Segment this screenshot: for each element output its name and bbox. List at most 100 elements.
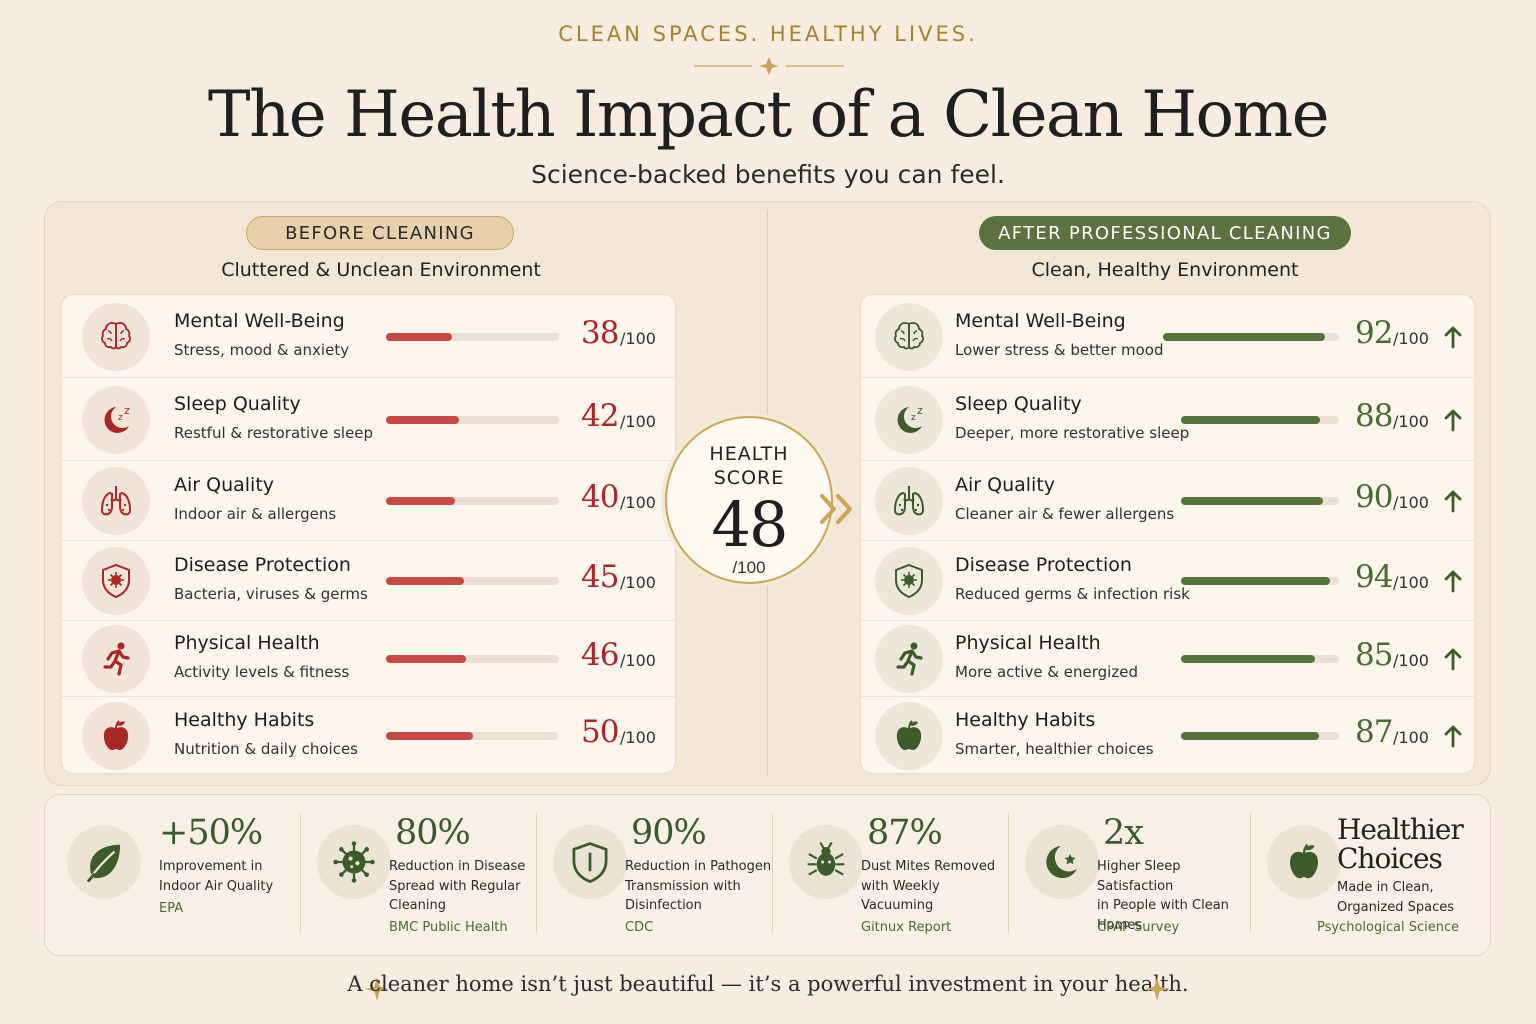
score-bar-track	[386, 497, 559, 505]
metric-title: Air Quality	[955, 474, 1056, 496]
kicker-text: CLEAN SPACES. HEALTHY LIVES.	[558, 22, 978, 46]
score-value: 40	[581, 479, 619, 515]
metric-row: Disease Protection Bacteria, viruses & ge…	[62, 541, 675, 621]
score-value: 42	[581, 397, 619, 434]
stat-separator	[300, 813, 301, 933]
score-bar-fill	[386, 415, 459, 424]
apple-icon	[875, 702, 943, 770]
health-score-label: HEALTH SCORE	[709, 443, 789, 489]
metric-row: Physical Health Activity levels & fitness…	[62, 621, 675, 697]
stat-value: 2x	[1103, 813, 1144, 853]
after-environment-label: Clean, Healthy Environment	[1031, 259, 1299, 281]
moon-star-icon	[1025, 825, 1099, 899]
score-bar-fill	[386, 497, 456, 505]
stat-description-line: Improvement in	[159, 859, 263, 874]
stat-description: Improvement in Indoor Air Quality	[159, 857, 273, 896]
page-title: The Health Impact of a Clean Home	[207, 78, 1330, 152]
sparkle-icon	[1145, 977, 1169, 1001]
score-bar-track	[1181, 415, 1339, 424]
metric-row: Physical Health More active & energized 85…	[861, 621, 1474, 697]
stats-strip: +50% Improvement in Indoor Air Quality EPA 8…	[44, 794, 1491, 956]
metric-subtitle: Indoor air & allergens	[174, 505, 337, 523]
score-bar-fill	[1181, 497, 1324, 505]
stat-description-line: Homes	[1097, 917, 1143, 933]
metric-title: Physical Health	[174, 632, 320, 654]
score-denominator: /100	[1393, 493, 1429, 512]
before-metrics-card: Mental Well-Being Stress, mood & anxiety 3…	[61, 294, 676, 774]
health-score-denominator: /100	[732, 558, 766, 577]
arrow-up-icon	[1444, 409, 1462, 431]
stat-description-line: Dust Mites Removed	[861, 859, 996, 874]
score-denominator: /100	[620, 493, 656, 512]
runner-icon	[82, 625, 150, 693]
metric-title: Healthy Habits	[955, 709, 1096, 731]
score-denominator: /100	[1393, 328, 1429, 348]
score-bar-fill	[1181, 415, 1320, 424]
dust-mite-icon	[789, 825, 863, 899]
stat-description: Dust Mites Removed with Weekly Vacuuming	[861, 857, 995, 916]
score-value: 38	[581, 314, 619, 351]
score-value: 46	[581, 637, 619, 673]
metric-title: Sleep Quality	[955, 392, 1082, 415]
brain-icon	[82, 302, 150, 371]
stat-value: +50%	[159, 813, 263, 853]
svg-text:z: z	[118, 413, 123, 423]
stat-value-line: Healthier	[1337, 813, 1464, 846]
score-bar-track	[386, 577, 559, 585]
stat-description-line: Made in Clean,	[1337, 880, 1434, 895]
after-metrics-card: Mental Well-Being Lower stress & better m…	[860, 294, 1475, 774]
stat-description-line: Spread with Regular	[389, 878, 521, 894]
apple-icon	[82, 702, 150, 770]
stat-separator	[772, 813, 773, 933]
arrow-up-icon	[1444, 570, 1462, 593]
svg-text:z: z	[124, 404, 130, 417]
score-value: 94	[1355, 559, 1393, 595]
score-denominator: /100	[620, 573, 656, 592]
stat-description-line: Vacuuming	[861, 898, 934, 913]
svg-text:z: z	[911, 413, 916, 423]
score-denominator: /100	[620, 411, 656, 431]
score-value: 45	[581, 559, 619, 595]
score-bar-fill	[1163, 332, 1325, 341]
leaf-icon	[67, 825, 141, 899]
metric-subtitle: Activity levels & fitness	[174, 663, 350, 681]
stat-separator	[536, 813, 537, 933]
metric-title: Mental Well-Being	[955, 309, 1126, 332]
score-denominator: /100	[1393, 573, 1429, 592]
stat-value: 90%	[631, 813, 707, 853]
score-bar-track	[386, 732, 559, 740]
stat-description: Made in Clean, Organized Spaces	[1337, 878, 1454, 917]
score-bar-track	[1181, 577, 1339, 585]
score-bar-fill	[1181, 577, 1330, 585]
metric-title: Air Quality	[174, 474, 275, 496]
metric-row: Air Quality Cleaner air & fewer allergens…	[861, 461, 1474, 541]
closing-statement: A cleaner home isn’t just beautiful — it…	[347, 972, 1189, 996]
metric-subtitle: Restful & restorative sleep	[174, 423, 374, 442]
score-bar-fill	[386, 332, 452, 341]
score-value: 50	[581, 714, 619, 750]
score-bar-track	[386, 415, 559, 424]
arrow-up-icon	[1444, 490, 1462, 513]
score-bar-track	[1181, 655, 1339, 663]
stat-value: Healthier Choices	[1337, 813, 1464, 873]
score-bar-fill	[1181, 732, 1319, 740]
stat-source: Psychological Science	[1317, 920, 1460, 935]
score-denominator: /100	[620, 328, 656, 348]
page-subtitle: Science-backed benefits you can feel.	[531, 160, 1005, 189]
stat-item: 90% Reduction in Pathogen Transmission wit…	[537, 795, 773, 957]
stat-description: Higher Sleep Satisfaction in People with …	[1097, 857, 1251, 935]
svg-text:z: z	[917, 404, 923, 417]
lungs-icon	[875, 467, 943, 535]
stat-item: 87% Dust Mites Removed with Weekly Vacuumin…	[773, 795, 1009, 957]
stat-source: CDC	[625, 920, 654, 935]
stat-item: +50% Improvement in Indoor Air Quality EPA	[45, 795, 301, 957]
stat-value: 87%	[867, 813, 943, 853]
health-score-badge: HEALTH SCORE 48 /100	[665, 416, 833, 584]
stat-source: EPA	[159, 901, 184, 916]
lungs-icon	[82, 467, 150, 535]
stat-separator	[1250, 813, 1251, 933]
metric-subtitle: Lower stress & better mood	[955, 340, 1164, 359]
metric-row: z z Sleep Quality Deeper, more restorative …	[861, 378, 1474, 461]
